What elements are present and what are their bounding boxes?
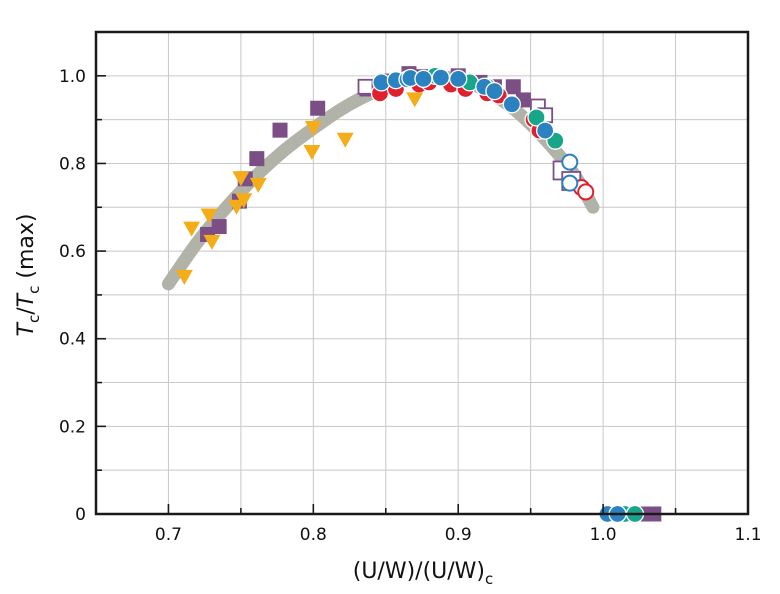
data-point-square-purple (249, 151, 265, 167)
x-axis-label-main: (U/W)/(U/W) (353, 559, 485, 584)
x-tick-label: 0.8 (300, 525, 327, 545)
y-tick-label: 0 (75, 505, 86, 525)
data-point-circle-blue-open (561, 174, 579, 192)
x-tick-label: 1.0 (590, 525, 617, 545)
trend-curve (161, 70, 600, 291)
x-tick-labels: 0.7 0.8 0.9 1.0 1.1 (155, 525, 762, 545)
data-point-square-purple (272, 122, 288, 138)
y-axis-label-t1: T (14, 321, 39, 336)
y-axis-label: Tc/Tc (max) (14, 214, 43, 337)
data-point-circle-green (527, 108, 546, 127)
data-point-square-purple (310, 100, 326, 116)
data-point-square-purple (505, 79, 521, 95)
data-point-triangle-down-orange (336, 132, 354, 148)
data-point-triangle-down-orange (304, 120, 322, 136)
x-axis-label-subscript: c (485, 570, 493, 588)
data-point-circle-blue (431, 68, 450, 87)
y-tick-label: 0.8 (59, 154, 86, 174)
y-tick-labels: 0 0.2 0.4 0.6 0.8 1.0 (59, 67, 86, 525)
data-points (175, 66, 662, 524)
data-point-circle-blue (485, 82, 504, 101)
data-point-triangle-down-orange (228, 199, 246, 215)
x-axis-label: (U/W)/(U/W)c (353, 559, 494, 588)
data-point-triangle-down-orange (175, 269, 193, 285)
y-tick-label: 0.4 (59, 330, 86, 350)
data-point-square-purple-open (357, 78, 374, 95)
data-point-circle-blue (449, 69, 468, 89)
y-axis-label-s1: c (25, 315, 43, 323)
data-point-circle-red-open (577, 183, 595, 201)
data-point-circle-blue (414, 69, 433, 89)
x-tick-label: 0.7 (155, 525, 182, 545)
tick-marks (95, 31, 749, 515)
data-point-triangle-down-orange (200, 208, 218, 224)
data-point-square-purple (211, 219, 227, 235)
y-tick-label: 0.2 (59, 417, 86, 437)
x-tick-label: 1.1 (734, 525, 761, 545)
y-axis-label-t2: T (14, 292, 39, 307)
data-point-triangle-down-orange (406, 92, 424, 108)
data-point-triangle-down-orange (183, 221, 201, 237)
plot-frame (94, 30, 750, 516)
data-point-triangle-down-orange (249, 177, 267, 193)
trend-curve-layer (161, 70, 600, 291)
data-point-circle-blue (502, 95, 521, 114)
y-axis-label-s2: c (25, 286, 43, 294)
data-point-triangle-down-orange (235, 193, 253, 209)
y-axis-label-sep: / (14, 307, 39, 315)
grid-lines (95, 31, 749, 515)
data-point-triangle-down-orange (303, 145, 321, 160)
data-point-triangle-down-orange (232, 171, 250, 187)
data-point-circle-blue (536, 121, 555, 140)
y-tick-label: 1.0 (59, 67, 86, 87)
x-tick-label: 0.9 (445, 525, 472, 545)
data-point-circle-blue-open (561, 153, 579, 171)
y-tick-label: 0.6 (59, 242, 86, 262)
y-axis-label-tail: (max) (14, 214, 39, 286)
data-point-triangle-down-orange (203, 234, 221, 250)
